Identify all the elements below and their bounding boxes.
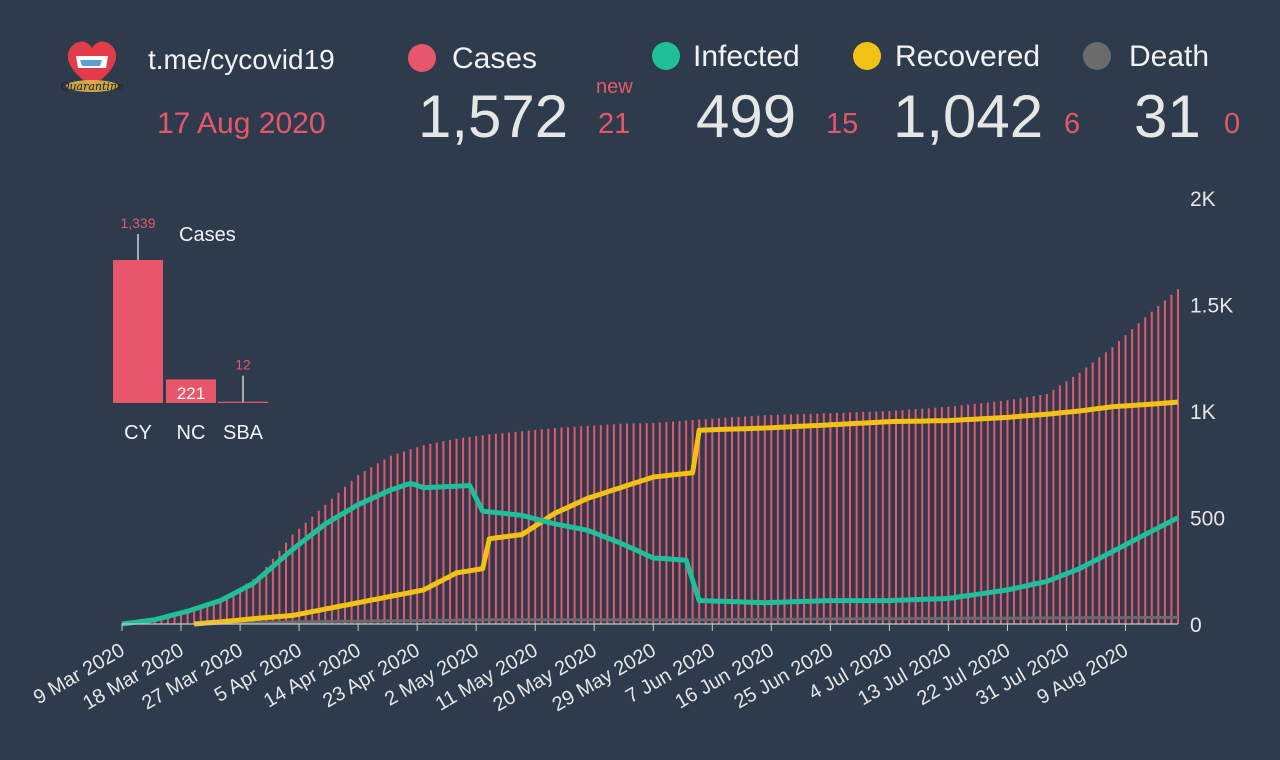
y-tick-label: 1.5K (1190, 295, 1233, 318)
cases-bars (121, 289, 1179, 624)
inset-value-label: 221 (177, 384, 205, 403)
death-legend-dot (1083, 42, 1111, 70)
inset-title: Cases (179, 224, 236, 246)
recovered-total: 1,042 (893, 83, 1044, 150)
new-label: new (596, 76, 633, 98)
cases-total: 1,572 (418, 83, 569, 150)
infected-legend-dot (652, 42, 680, 70)
inset-value-label: 12 (235, 357, 251, 373)
infected-new: 15 (826, 108, 859, 140)
recovered-legend-label: Recovered (895, 40, 1041, 73)
cases-new: 21 (598, 108, 631, 140)
logo-text: Quarantine (60, 80, 124, 93)
death-legend-label: Death (1129, 40, 1210, 73)
recovered-legend-dot (853, 42, 881, 70)
death-new: 0 (1224, 108, 1241, 140)
inset-bar-sba (218, 401, 268, 403)
cases-legend-label: Cases (452, 42, 538, 75)
y-tick-label: 2K (1190, 188, 1216, 211)
inset-category-label: CY (124, 422, 152, 444)
inset-bar-cy (113, 260, 163, 403)
inset-value-label: 1,339 (120, 215, 155, 231)
report-date: 17 Aug 2020 (157, 107, 326, 140)
infected-legend-label: Infected (693, 40, 800, 73)
inset-bar-nc (166, 379, 216, 403)
recovered-new: 6 (1064, 108, 1081, 140)
infected-total: 499 (696, 83, 797, 150)
inset-category-label: NC (177, 422, 206, 444)
inset-category-label: SBA (223, 422, 264, 444)
series-lines (121, 399, 1180, 627)
region-cases-inset: Cases 1,339 CY 221 NC 12 SBA (113, 215, 268, 444)
y-tick-label: 0 (1190, 614, 1202, 637)
death-line (194, 615, 1178, 626)
y-axis: 0 500 1K 1.5K 2K (1190, 188, 1233, 637)
y-tick-label: 1K (1190, 401, 1216, 424)
y-tick-label: 500 (1190, 508, 1225, 531)
infected-line (121, 480, 1180, 627)
death-total: 31 (1134, 83, 1201, 150)
heart-cyprus-flag-icon: Quarantine (60, 41, 124, 93)
recovered-line (193, 399, 1179, 627)
cases-legend-dot (408, 44, 436, 72)
dashboard-header: Quarantine t.me/cycovid19 17 Aug 2020 Ca… (0, 0, 1280, 170)
channel-link[interactable]: t.me/cycovid19 (148, 44, 335, 75)
